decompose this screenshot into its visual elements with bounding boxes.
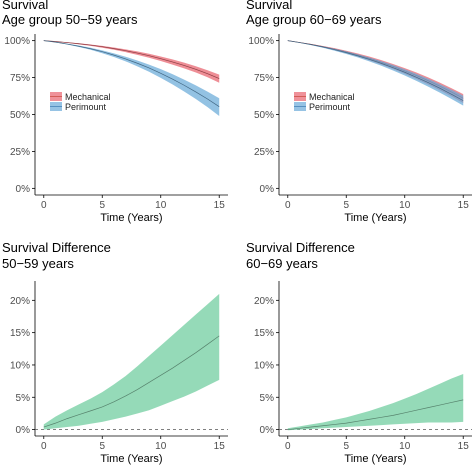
series-line-1 [287,40,464,101]
x-tick-label: 5 [343,441,349,452]
x-tick-label: 5 [343,200,349,211]
x-tick-label: 15 [214,200,226,211]
series-ribbon-0 [287,374,464,431]
plot-area: 0% 5% 10% 15% 20% 0 5 10 15 Time (Years) [10,281,228,465]
plot-area: 0% 25% 50% 75% 100% 0 5 10 15 Time (Years) [4,34,228,224]
x-tick-label: 0 [285,200,291,211]
y-tick-label: 0% [16,425,31,436]
x-tick-label: 10 [155,441,167,452]
x-tick-label: 0 [41,200,47,211]
y-tick-label: 20% [10,296,30,307]
y-tick-label: 10% [10,360,30,371]
panel-difference-50-59: Survival Difference 50−59 years 0% 5% 10% 1… [2,240,228,465]
x-tick-label: 10 [155,200,167,211]
plot-area: 0% 25% 50% 75% 100% 0 5 10 15 Time (Years) [248,34,472,224]
panel-subtitle: 50−59 years [2,256,74,271]
y-tick-label: 25% [10,147,30,158]
plot-area: 0% 5% 10% 15% 20% 0 5 10 15 Time (Years) [254,281,472,465]
x-tick-label: 5 [99,200,105,211]
panel-subtitle: Age group 60−69 years [246,12,382,27]
y-tick-label: 0% [260,425,275,436]
panel-title: Survival Difference [2,240,111,255]
panel-survival-60-69: Survival Age group 60−69 years 0% 25% 50% 7… [246,0,472,224]
legend-label-perimount: Perimount [65,102,107,112]
y-tick-label: 75% [254,73,274,84]
y-tick-label: 15% [254,328,274,339]
y-tick-label: 10% [254,360,274,371]
x-axis-label: Time (Years) [344,212,406,224]
series-ribbon-0 [43,293,220,430]
panel-title: Survival Difference [246,240,355,255]
series-line-1 [43,40,220,107]
y-tick-label: 20% [254,296,274,307]
x-tick-label: 10 [399,441,411,452]
series-line-0 [43,40,220,79]
x-tick-label: 15 [458,200,470,211]
legend-label-mechanical: Mechanical [65,92,111,102]
panel-title: Survival [2,0,48,12]
x-axis-label: Time (Years) [100,453,162,465]
x-tick-label: 0 [41,441,47,452]
x-axis-label: Time (Years) [100,212,162,224]
legend-label-mechanical: Mechanical [309,92,355,102]
legend-label-perimount: Perimount [309,102,351,112]
y-tick-label: 100% [4,36,30,47]
y-tick-label: 5% [16,393,31,404]
x-tick-label: 15 [458,441,470,452]
panel-survival-50-59: Survival Age group 50−59 years 0% 25% 50% 7… [2,0,228,224]
y-tick-label: 25% [254,147,274,158]
y-tick-label: 0% [260,184,275,195]
y-tick-label: 50% [10,110,30,121]
x-tick-label: 15 [214,441,226,452]
panel-subtitle: Age group 50−59 years [2,12,138,27]
y-tick-label: 0% [16,184,31,195]
x-tick-label: 5 [99,441,105,452]
legend: Mechanical Perimount [50,92,111,112]
x-tick-label: 10 [399,200,411,211]
y-tick-label: 75% [10,73,30,84]
panel-title: Survival [246,0,292,12]
panel-subtitle: 60−69 years [246,256,318,271]
legend: Mechanical Perimount [294,92,355,112]
y-tick-label: 5% [260,393,275,404]
series-line-0 [43,335,220,428]
y-tick-label: 50% [254,110,274,121]
x-tick-label: 0 [285,441,291,452]
series-line-0 [287,399,464,430]
y-tick-label: 15% [10,328,30,339]
x-axis-label: Time (Years) [344,453,406,465]
y-tick-label: 100% [248,36,274,47]
panel-difference-60-69: Survival Difference 60−69 years 0% 5% 10% 1… [246,240,472,465]
